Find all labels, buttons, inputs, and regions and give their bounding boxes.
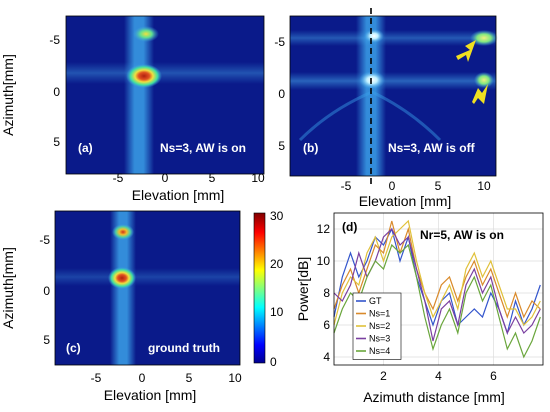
panel-a-xlabel: Elevation [mm] — [132, 187, 225, 203]
panel-c-ytick-5: 5 — [43, 333, 50, 347]
panel-d-legend-label: Ns=1 — [369, 309, 390, 319]
panel-b-arrow-lower — [472, 84, 488, 104]
colorbar-gradient — [253, 212, 266, 364]
panel-a-spot-lower — [126, 64, 162, 88]
panel-a: (a) Ns=3, AW is on -5 0 5 -5 0 5 10 Elev… — [0, 15, 265, 203]
panel-d-ytick: 4 — [323, 350, 330, 364]
panel-d-tag: (d) — [342, 220, 357, 234]
panel-a-map — [66, 16, 264, 174]
panel-d-xtick: 2 — [380, 369, 387, 383]
panel-a-spot-upper — [133, 26, 159, 42]
panel-b-artifact-lower — [474, 72, 494, 88]
panel-c: (c) ground truth -5 0 5 -5 0 5 10 Elevat… — [0, 210, 242, 403]
panel-c-ytick-neg5: -5 — [39, 233, 50, 247]
panel-b-artifact-arc — [298, 90, 442, 142]
panel-d-ytick: 6 — [323, 318, 330, 332]
panel-a-xtick-5: 5 — [209, 171, 216, 185]
panel-a-ytick-5: 5 — [53, 135, 60, 149]
panel-c-spot-lower — [108, 267, 136, 289]
panel-d-xtick: 4 — [435, 369, 442, 383]
panel-b-ytick-5: 5 — [278, 139, 285, 153]
panel-d-caption: Nr=5, AW is on — [420, 228, 504, 242]
panel-b-band-lower — [290, 72, 496, 90]
colorbar-tick-20: 20 — [270, 257, 284, 271]
panel-b-ytick-neg5: -5 — [274, 35, 285, 49]
panel-d-ylabel: Power[dB] — [295, 257, 311, 322]
panel-d-legend-label: Ns=4 — [369, 346, 390, 356]
panel-a-xtick-0: 0 — [162, 171, 169, 185]
panel-c-xtick-10: 10 — [228, 371, 242, 385]
panel-d-series-line — [333, 243, 541, 359]
panel-b-xtick-5: 5 — [435, 179, 442, 193]
panel-a-xtick-neg5: -5 — [113, 171, 124, 185]
panel-b-xtick-neg5: -5 — [341, 179, 352, 193]
panel-d-legend-box — [352, 292, 402, 360]
panel-c-caption: ground truth — [148, 341, 220, 355]
panel-b-xlabel: Elevation [mm] — [359, 193, 452, 209]
panel-d-ytick: 8 — [323, 286, 330, 300]
panel-c-xtick-5: 5 — [186, 371, 193, 385]
panel-a-xtick-10: 10 — [251, 171, 265, 185]
panel-b-ytick-0: 0 — [278, 87, 285, 101]
panel-b-spot-lower — [359, 71, 385, 89]
panel-a-caption: Ns=3, AW is on — [160, 141, 246, 155]
panel-b-spot-upper — [364, 29, 384, 43]
panel-a-ylabel: Azimuth[mm] — [0, 54, 16, 136]
panel-b-band-upper — [290, 30, 496, 46]
panel-d-series-line — [333, 220, 541, 319]
panel-b-xtick-0: 0 — [389, 179, 396, 193]
panel-d-series-line — [333, 219, 541, 326]
colorbar-tick-30: 30 — [270, 209, 284, 223]
panel-d-legend-label: Ns=2 — [369, 321, 390, 331]
panel-d-frame — [333, 212, 544, 366]
panel-d-ytick: 12 — [317, 222, 331, 236]
panel-c-xtick-neg5: -5 — [91, 371, 102, 385]
panel-d-chart: 4 6 8 10 12 2 4 6 (d) Nr=5, AW is on Azimuth d… — [295, 212, 544, 405]
panel-b-tag: (b) — [303, 141, 318, 155]
colorbar: 30 20 10 0 — [253, 209, 284, 369]
panel-d-legend-label: Ns=3 — [369, 334, 390, 344]
panel-c-spot-upper — [112, 224, 134, 240]
panel-c-xlabel: Elevation [mm] — [104, 387, 197, 403]
panel-a-tag: (a) — [78, 141, 93, 155]
panel-b-caption: Ns=3, AW is off — [388, 141, 476, 155]
panel-a-ytick-neg5: -5 — [49, 33, 60, 47]
panel-a-stripe — [124, 16, 154, 174]
panel-c-map — [55, 211, 240, 365]
panel-b: (b) Ns=3, AW is off -5 0 5 -5 0 5 10 Ele… — [274, 8, 498, 209]
panel-c-ytick-0: 0 — [43, 284, 50, 298]
panel-d-ytick: 10 — [317, 254, 331, 268]
panel-c-band — [55, 268, 240, 286]
panel-b-arrow-upper — [456, 40, 476, 62]
panel-a-band — [66, 62, 264, 84]
colorbar-tick-10: 10 — [270, 305, 284, 319]
panel-b-xtick-10: 10 — [477, 179, 491, 193]
panel-d-legend: GT Ns=1 Ns=2 Ns=3 Ns=4 — [352, 292, 402, 360]
panel-b-frame — [289, 15, 497, 177]
panel-c-tag: (c) — [66, 341, 81, 355]
panel-d-xticks: 2 4 6 — [380, 369, 497, 383]
panel-a-ytick-0: 0 — [53, 85, 60, 99]
panel-d-series — [333, 219, 541, 359]
panel-c-frame — [54, 210, 241, 366]
panel-c-ylabel: Azimuth[mm] — [0, 247, 16, 329]
panel-d-xtick: 6 — [490, 369, 497, 383]
panel-d-legend-label: GT — [369, 296, 382, 306]
panel-c-xtick-0: 0 — [139, 371, 146, 385]
panel-b-artifact-upper — [470, 30, 498, 46]
colorbar-tick-0: 0 — [270, 355, 277, 369]
panel-d-yticks: 4 6 8 10 12 — [317, 222, 331, 364]
panel-a-frame — [65, 15, 265, 175]
panel-d-xlabel: Azimuth distance [mm] — [363, 389, 505, 405]
